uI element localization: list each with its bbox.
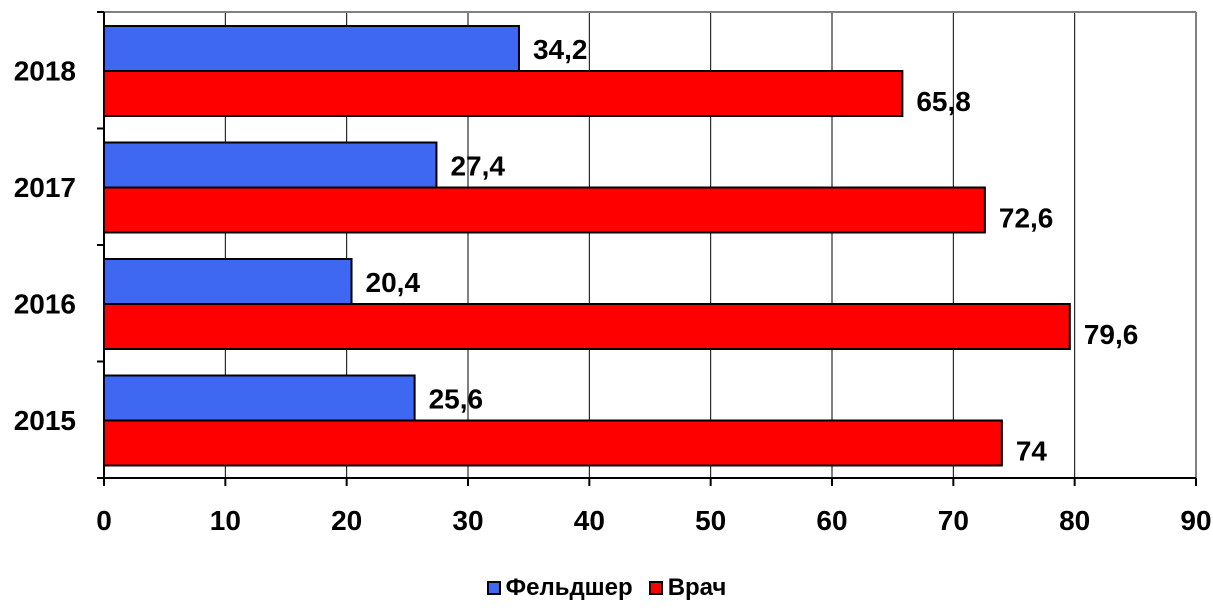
- bar-vrach-2018: [103, 70, 904, 117]
- data-label-vrach-2017: 72,6: [999, 203, 1054, 234]
- x-tick-label-50: 50: [695, 505, 726, 536]
- data-label-feldsher-2016: 20,4: [366, 267, 421, 298]
- bar-feldsher-2018: [103, 25, 520, 72]
- data-label-feldsher-2015: 25,6: [429, 384, 484, 415]
- x-tick-label-90: 90: [1180, 505, 1211, 536]
- x-tick-label-80: 80: [1059, 505, 1090, 536]
- bar-vrach-2016: [103, 303, 1071, 350]
- x-tick-label-40: 40: [574, 505, 605, 536]
- data-label-vrach-2016: 79,6: [1084, 319, 1139, 350]
- legend-item-feldsher: Фельдшер: [486, 574, 633, 602]
- x-tick-label-20: 20: [331, 505, 362, 536]
- bar-vrach-2015: [103, 419, 1003, 467]
- data-labels: 34,2 65,8 27,4 72,6 20,4 79,6 25,6 74: [366, 34, 1139, 467]
- data-label-vrach-2015: 74: [1016, 436, 1048, 467]
- legend-label-vrach: Врач: [667, 574, 727, 601]
- bars: [103, 25, 1071, 467]
- legend-item-vrach: Врач: [648, 574, 727, 602]
- legend: Фельдшер Врач: [0, 572, 1213, 604]
- data-label-vrach-2018: 65,8: [916, 86, 971, 117]
- legend-swatch-feldsher: [486, 581, 501, 595]
- x-tick-label-60: 60: [816, 505, 847, 536]
- data-label-feldsher-2018: 34,2: [533, 34, 588, 65]
- y-tick-label-2015: 2015: [14, 405, 76, 436]
- bar-feldsher-2016: [103, 258, 353, 305]
- x-tick-label-30: 30: [452, 505, 483, 536]
- bar-feldsher-2017: [103, 141, 438, 189]
- bar-chart: 34,265,827,472,620,479,625,674 201820172…: [14, 11, 1212, 536]
- data-label-feldsher-2017: 27,4: [450, 151, 505, 182]
- bar-vrach-2017: [103, 186, 986, 234]
- axes: [97, 11, 1197, 486]
- y-tick-label-2016: 2016: [14, 288, 76, 319]
- bar-feldsher-2015: [103, 374, 416, 422]
- y-tick-label-2018: 2018: [14, 55, 76, 86]
- x-tick-label-70: 70: [938, 505, 969, 536]
- y-tick-label-2017: 2017: [14, 172, 76, 203]
- legend-label-feldsher: Фельдшер: [505, 574, 633, 601]
- tick-labels: 2018 2017 2016 2015 0 10 20 30 40 50 60 70 80 90: [14, 55, 1212, 536]
- x-tick-label-0: 0: [96, 505, 112, 536]
- legend-swatch-vrach: [648, 581, 663, 595]
- x-tick-label-10: 10: [210, 505, 241, 536]
